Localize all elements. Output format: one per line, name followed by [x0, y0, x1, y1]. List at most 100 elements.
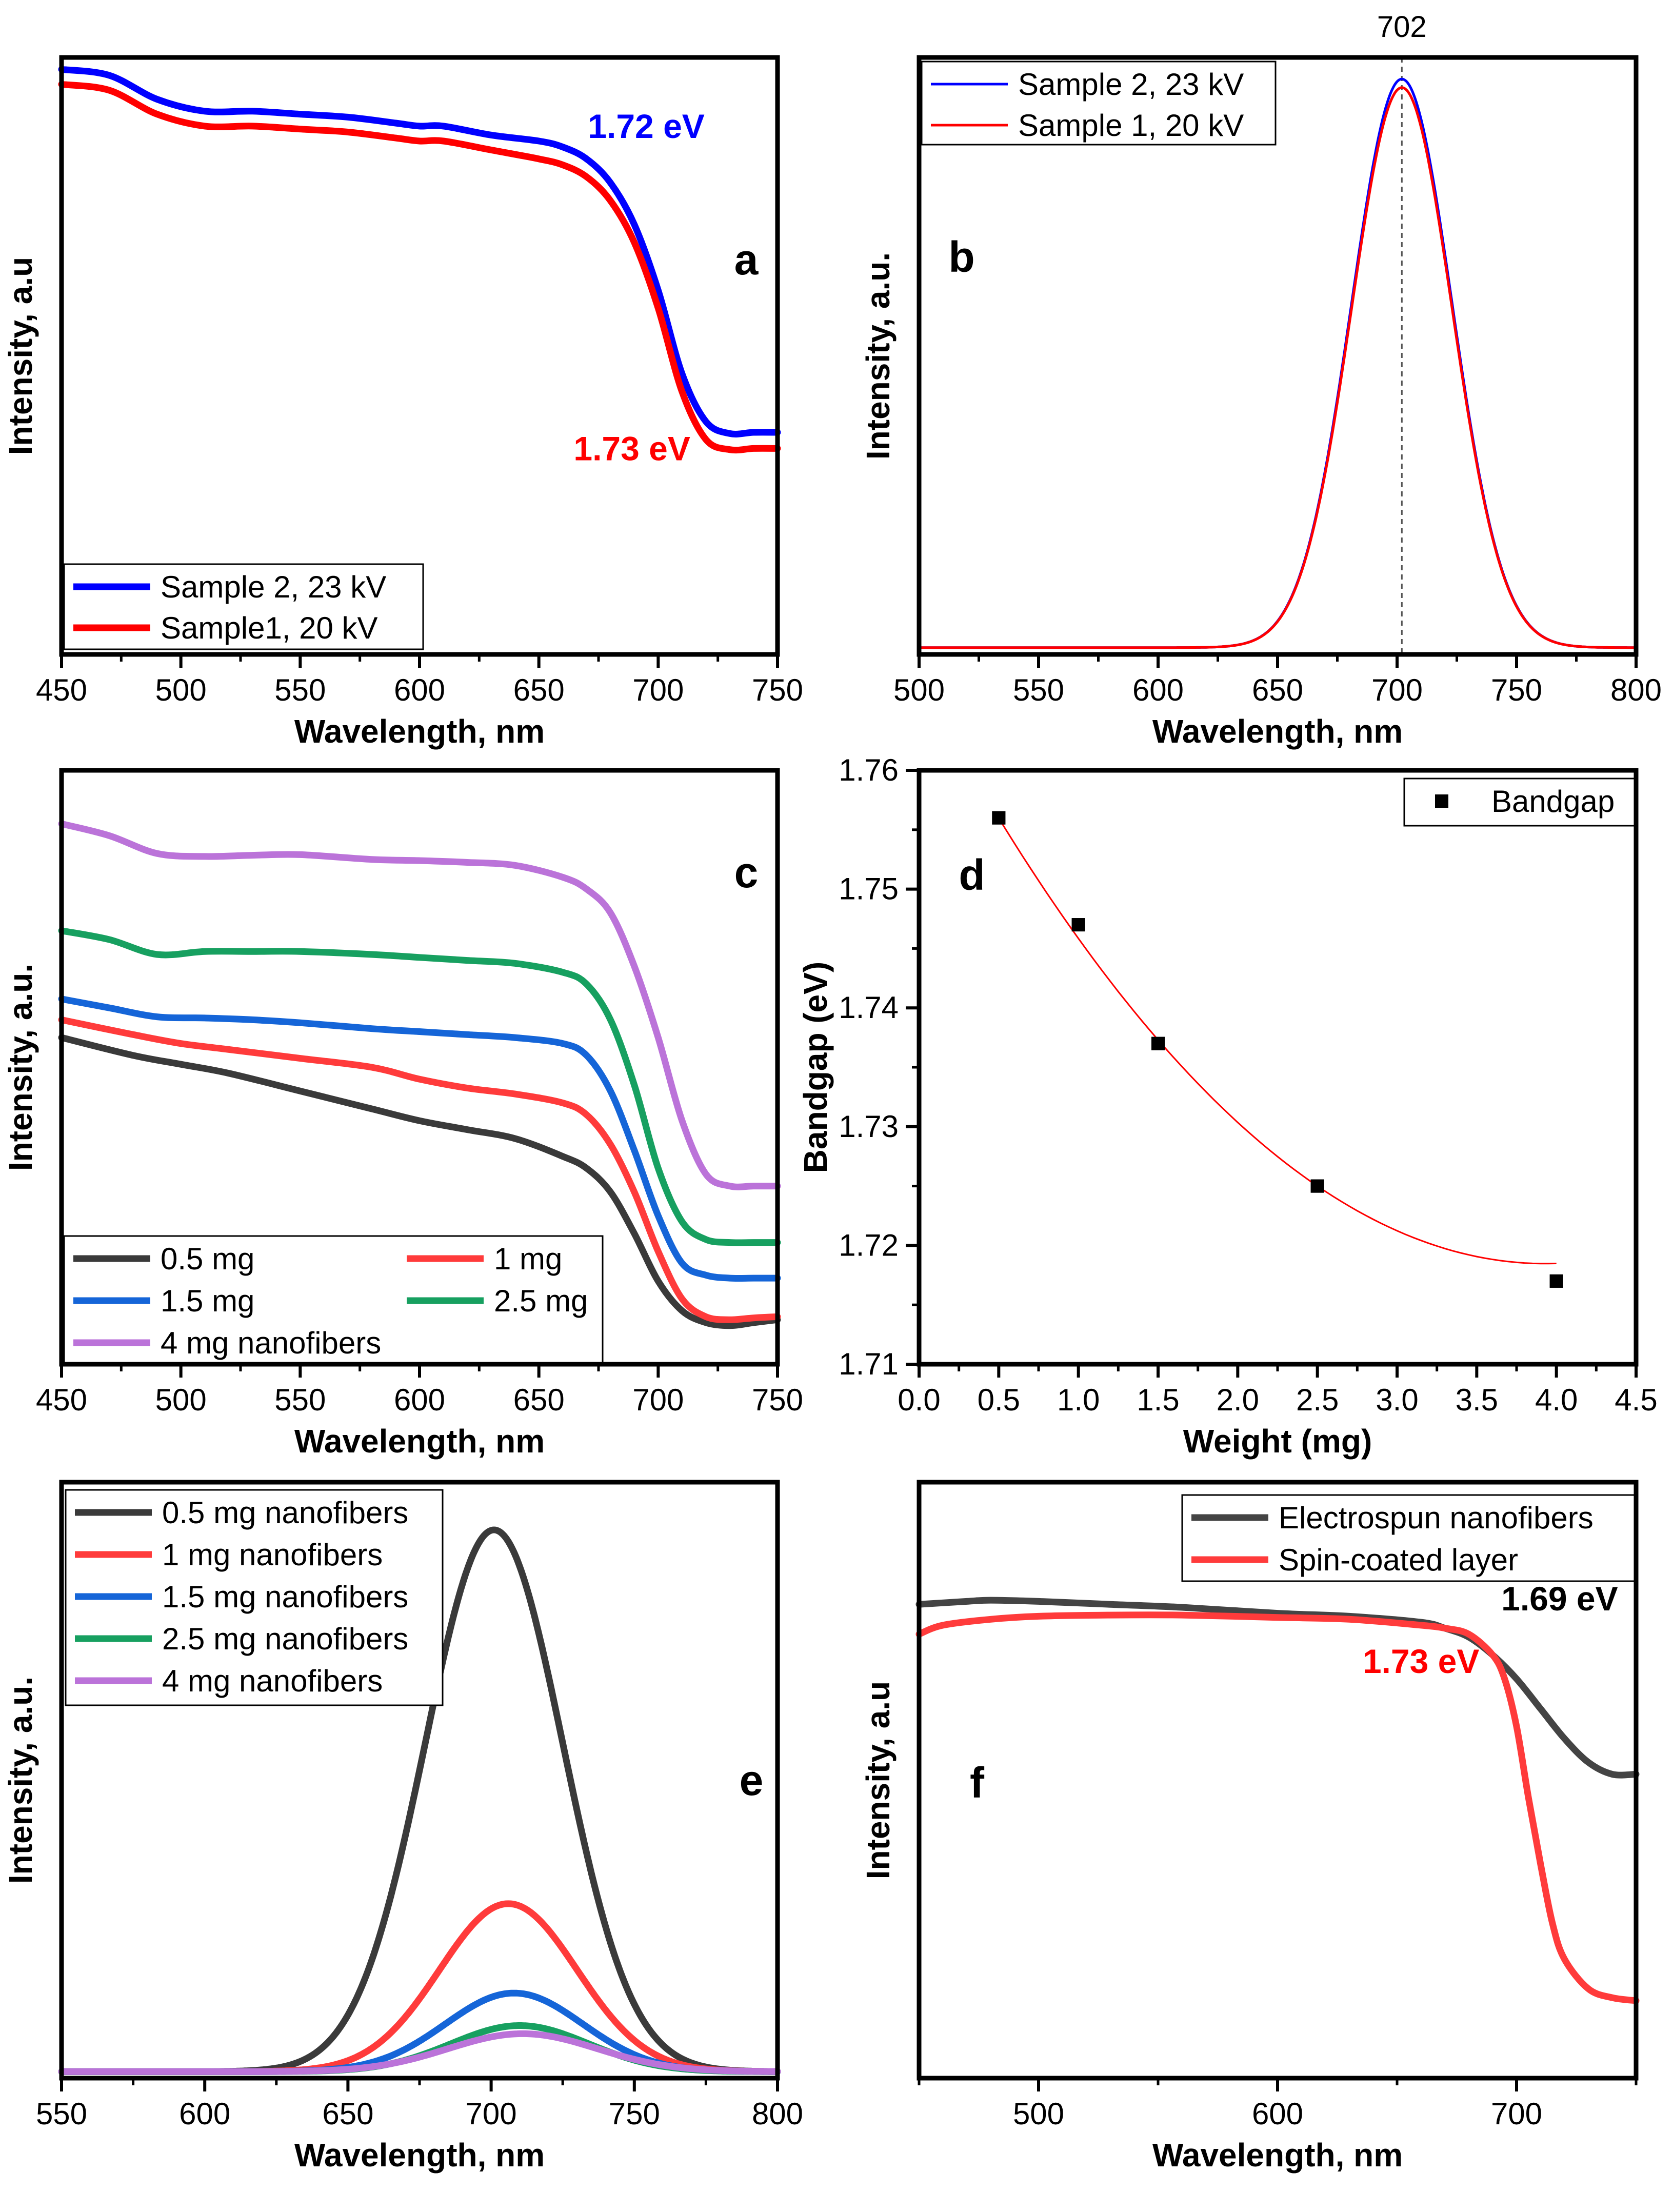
legend-label: 4 mg nanofibers [161, 1326, 381, 1360]
y-tick-label: 1.72 [839, 1228, 899, 1262]
series-line-4 [58, 2030, 781, 2075]
legend-box [1181, 1494, 1637, 1582]
series-line-0 [918, 77, 1638, 649]
series-line-0 [58, 1034, 781, 1329]
data-point [992, 811, 1006, 825]
plot-frame [59, 55, 780, 657]
legend-label: Bandgap [1491, 784, 1615, 819]
panel-letter: c [734, 848, 759, 896]
series-line-1 [58, 1900, 781, 2075]
plot-frame [59, 1480, 780, 2081]
x-tick-label: 3.0 [1376, 1383, 1418, 1417]
x-tick-label: 800 [752, 2097, 803, 2131]
x-tick-label: 700 [1371, 673, 1423, 707]
legend-label: Sample1, 20 kV [161, 611, 378, 645]
panel-c: 450 500 550 600 650 700 750 Wavelength, nm Inten… [2, 768, 803, 1460]
x-tick-label: 450 [36, 1383, 87, 1417]
x-tick-label: 600 [1252, 2097, 1303, 2131]
panel-d: 0.0 0.5 1.0 1.5 2.0 2.5 3.0 3.5 4.0 4.5 1.71 1.72 1.… [797, 753, 1658, 1460]
x-axis-title: Wavelength, nm [294, 1423, 545, 1460]
series-line-3 [58, 927, 781, 1246]
x-tick-label: 700 [632, 1383, 684, 1417]
legend-marker [1435, 794, 1448, 808]
x-tick-label: 0.0 [898, 1383, 940, 1417]
fit-curve [998, 818, 1557, 1265]
y-tick-label: 1.76 [839, 753, 899, 787]
legend-label: 2.5 mg [494, 1284, 588, 1318]
x-tick-label: 550 [274, 673, 326, 707]
x-tick-label: 3.5 [1456, 1383, 1498, 1417]
x-tick-label: 4.5 [1615, 1383, 1657, 1417]
panel-letter: a [734, 235, 759, 284]
x-tick-label: 500 [155, 1383, 207, 1417]
data-point [1310, 1179, 1324, 1193]
series-line-2 [58, 995, 781, 1282]
x-tick-label: 650 [1252, 673, 1303, 707]
series-line-4 [58, 820, 781, 1190]
series-line-0 [915, 1597, 1640, 1779]
plot-frame [917, 768, 1639, 1367]
x-tick-label: 750 [1491, 673, 1542, 707]
panel-letter: d [959, 851, 985, 899]
x-tick-label: 750 [609, 2097, 660, 2131]
x-tick-label: 2.0 [1217, 1383, 1259, 1417]
x-tick-label: 4.0 [1535, 1383, 1578, 1417]
x-tick-label: 600 [1132, 673, 1184, 707]
x-tick-label: 1.5 [1137, 1383, 1179, 1417]
series-line-1 [915, 1611, 1640, 2004]
x-tick-label: 550 [1013, 673, 1064, 707]
legend-box [63, 563, 424, 650]
y-tick-label: 1.75 [839, 872, 899, 906]
legend-label: Spin-coated layer [1279, 1543, 1518, 1577]
x-tick-label: 2.5 [1296, 1383, 1339, 1417]
x-tick-label: 750 [752, 1383, 803, 1417]
y-axis-title: Intensity, a.u [2, 257, 39, 455]
panel-e: 550 600 650 700 750 800 Wavelength, nm Intensit… [2, 1480, 803, 2174]
x-tick-label: 450 [36, 673, 87, 707]
x-tick-label: 550 [36, 2097, 87, 2131]
legend-label: 1 mg nanofibers [162, 1538, 383, 1572]
series-line-0 [58, 66, 781, 437]
legend-label: Sample 2, 23 kV [161, 570, 386, 604]
plot-frame [917, 55, 1639, 657]
y-axis-title: Intensity, a.u [860, 1681, 897, 1879]
legend-box [65, 1489, 444, 1706]
x-tick-label: 700 [466, 2097, 517, 2131]
y-axis-title: Intensity, a.u. [2, 1677, 39, 1884]
y-axis-title: Bandgap (eV) [797, 962, 834, 1173]
panel-letter: f [970, 1759, 985, 1807]
x-tick-label: 650 [322, 2097, 373, 2131]
x-tick-label: 1.0 [1057, 1383, 1100, 1417]
y-axis-title: Intensity, a.u. [2, 964, 39, 1171]
y-tick-label: 1.74 [839, 990, 899, 1025]
x-tick-label: 650 [513, 673, 565, 707]
x-tick-label: 550 [274, 1383, 326, 1417]
panel-letter: e [740, 1756, 764, 1804]
series-line-1 [58, 81, 781, 454]
x-tick-label: 650 [513, 1383, 565, 1417]
annotation-label: 1.73 eV [573, 430, 690, 468]
legend-box [921, 61, 1277, 146]
x-axis-title: Wavelength, nm [1152, 2137, 1403, 2174]
legend-label: 4 mg nanofibers [162, 1664, 383, 1698]
legend-box [63, 1235, 604, 1365]
annotation-label: 1.69 eV [1501, 1580, 1618, 1618]
series-line-1 [58, 1016, 781, 1323]
x-tick-label: 0.5 [978, 1383, 1020, 1417]
legend-label: 0.5 mg nanofibers [162, 1496, 408, 1530]
panel-a: 450 500 550 600 650 700 750 Wavelength, nm Inten… [2, 55, 803, 750]
y-axis-title: Intensity, a.u. [860, 252, 897, 460]
panel-b: 500 550 600 650 700 750 800 Wavelength, nm Inten… [860, 10, 1662, 750]
panel-letter: b [948, 233, 974, 281]
series-line-1 [918, 86, 1638, 649]
x-tick-label: 700 [632, 673, 684, 707]
x-tick-label: 700 [1491, 2097, 1542, 2131]
data-point [1071, 918, 1085, 932]
plot-frame [59, 768, 780, 1367]
plot-frame [917, 1480, 1639, 2081]
x-axis-title: Wavelength, nm [294, 2137, 545, 2174]
x-tick-label: 600 [394, 1383, 445, 1417]
legend-label: 1.5 mg [161, 1284, 254, 1318]
x-axis-title: Wavelength, nm [294, 713, 545, 750]
legend-label: 1 mg [494, 1242, 562, 1276]
